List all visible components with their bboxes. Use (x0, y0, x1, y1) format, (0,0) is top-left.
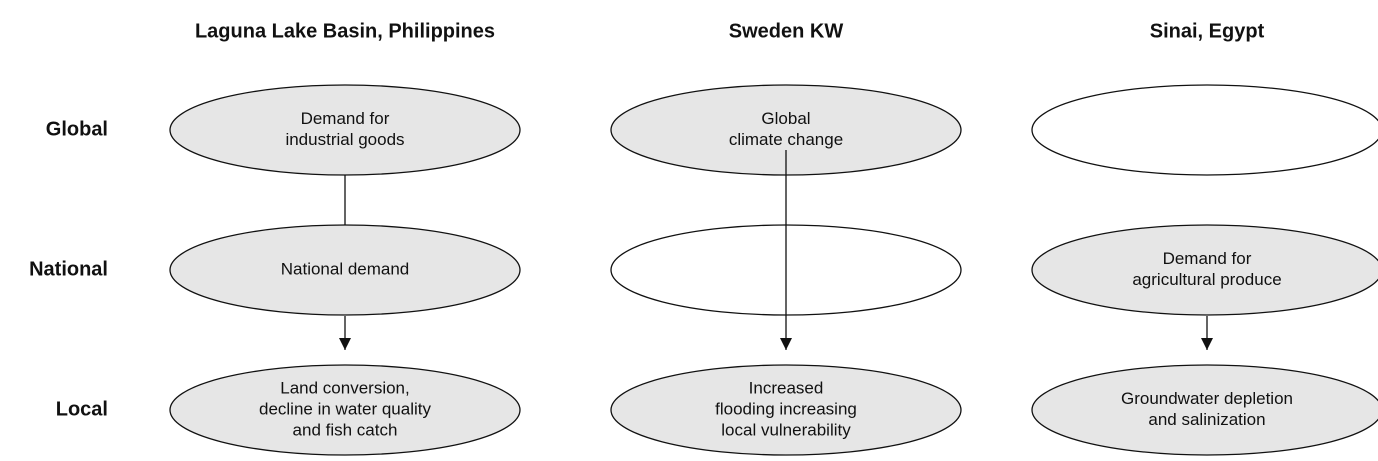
node-label: flooding increasing (715, 399, 857, 418)
node (1031, 364, 1378, 456)
node (1031, 224, 1378, 316)
node-label: Demand for (301, 109, 390, 128)
node (1031, 84, 1378, 176)
shapes (169, 84, 1378, 456)
node-label: and fish catch (293, 420, 398, 439)
node-label: climate change (729, 130, 843, 149)
node-label: agricultural produce (1132, 270, 1281, 289)
node-label: Groundwater depletion (1121, 389, 1293, 408)
row-label: National (29, 258, 108, 280)
node-label: and salinization (1148, 410, 1265, 429)
column-title: Sweden KW (729, 20, 844, 42)
node-label: Land conversion, (280, 378, 409, 397)
row-label: Global (46, 118, 108, 140)
node-label: industrial goods (285, 130, 404, 149)
node-label: Global (761, 109, 810, 128)
links (339, 150, 1213, 350)
texts: Global National Local Laguna Lake Basin, Ph… (29, 20, 1293, 439)
column-title: Laguna Lake Basin, Philippines (195, 20, 495, 42)
row-label: Local (56, 398, 108, 420)
node-label: Increased (749, 378, 824, 397)
node (169, 364, 521, 456)
node-label: local vulnerability (721, 420, 851, 439)
node-label: National demand (281, 259, 410, 278)
node (610, 364, 962, 456)
column-title: Sinai, Egypt (1150, 20, 1265, 42)
node-label: decline in water quality (259, 399, 431, 418)
node-label: Demand for (1163, 249, 1252, 268)
